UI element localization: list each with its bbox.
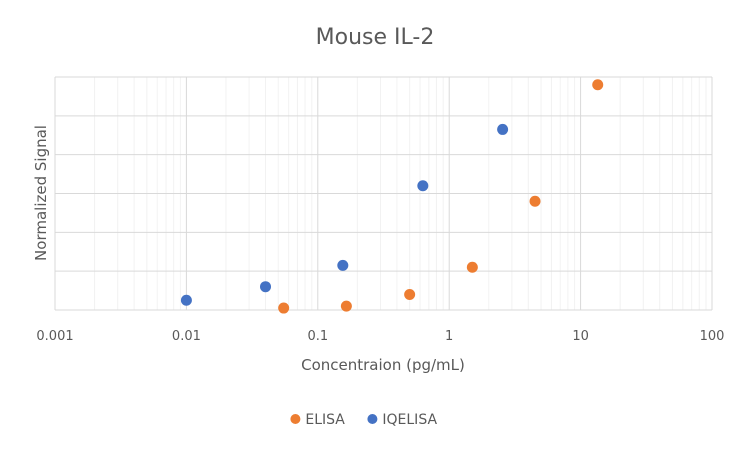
data-point-iqelisa [260,281,272,293]
data-point-elisa [340,300,352,312]
data-point-elisa [466,261,478,273]
legend-marker-iqelisa [367,414,378,424]
y-axis-title: Normalized Signal [32,125,50,261]
data-point-iqelisa [497,123,509,135]
chart-title: Mouse IL-2 [316,25,435,50]
data-point-iqelisa [337,259,349,271]
legend-marker-elisa [290,414,301,424]
x-tick-label: 100 [700,329,725,344]
legend-label-elisa: ELISA [305,412,345,428]
plot-grid [54,76,713,311]
data-point-elisa [529,195,541,207]
data-points [180,79,604,314]
data-point-elisa [278,302,290,314]
legend: ELISA IQELISA [290,412,437,428]
x-tick-label: 1 [445,329,453,344]
data-point-elisa [404,288,416,300]
legend-label-iqelisa: IQELISA [382,412,437,428]
x-axis-tick-labels: 0.001 0.01 0.1 1 10 100 [36,329,724,344]
x-tick-label: 0.1 [307,329,328,344]
x-tick-label: 0.001 [36,329,73,344]
data-point-elisa [592,79,604,91]
x-tick-label: 10 [572,329,589,344]
data-point-iqelisa [180,294,192,306]
x-axis-title: Concentraion (pg/mL) [301,356,465,374]
data-point-iqelisa [417,180,429,192]
x-tick-label: 0.01 [172,329,201,344]
